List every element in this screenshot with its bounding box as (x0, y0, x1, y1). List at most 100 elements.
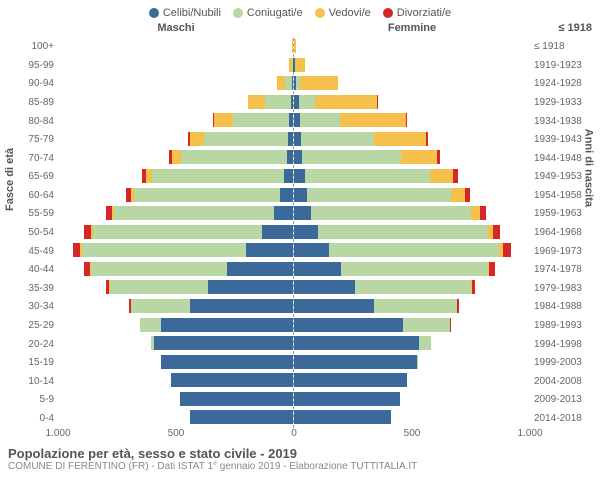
birth-label: 1929-1933 (534, 94, 592, 113)
bar-segment (299, 95, 316, 109)
bar-row (58, 279, 530, 298)
age-label: 75-79 (8, 131, 54, 150)
legend-label: Celibi/Nubili (163, 7, 221, 19)
bar-segment (465, 188, 470, 202)
age-label: 35-39 (8, 280, 54, 299)
legend-item: Celibi/Nubili (149, 7, 221, 19)
legend-label: Coniugati/e (247, 7, 303, 19)
birth-label: 1964-1968 (534, 224, 592, 243)
bar-segment (171, 373, 293, 387)
bar-segment (277, 76, 285, 90)
male-half (58, 75, 294, 94)
bar-segment (419, 336, 431, 350)
bar-segment (161, 355, 293, 369)
male-half (58, 279, 294, 298)
population-pyramid-chart: Celibi/Nubili Coniugati/e Vedovi/e Divorzia… (0, 0, 600, 500)
bar-segment (289, 113, 293, 127)
female-half (294, 75, 530, 94)
female-half (294, 279, 530, 298)
birth-year-header: ≤ 1918 (530, 22, 592, 38)
legend-item: Vedovi/e (315, 7, 371, 19)
bar-segment (214, 113, 233, 127)
bar-segment (154, 336, 293, 350)
bar-segment (503, 243, 511, 257)
female-half (294, 38, 530, 57)
bar-segment (294, 373, 407, 387)
bar-segment (134, 188, 280, 202)
bar-row (58, 224, 530, 243)
bar-segment (401, 150, 436, 164)
bar-segment (284, 169, 293, 183)
bar-segment (450, 318, 451, 332)
female-half (294, 57, 530, 76)
male-half (58, 38, 294, 57)
bar-segment (300, 113, 340, 127)
bar-segment (262, 225, 293, 239)
bar-segment (302, 150, 401, 164)
birth-label: 1999-2003 (534, 354, 592, 373)
female-half (294, 409, 530, 428)
bar-segment (265, 95, 291, 109)
bar-row (58, 242, 530, 261)
x-tick-label: 1.000 (517, 428, 542, 439)
male-half (58, 205, 294, 224)
bar-segment (294, 336, 419, 350)
bar-segment (190, 132, 204, 146)
birth-label: 1974-1978 (534, 261, 592, 280)
bar-segment (406, 113, 407, 127)
bar-row (58, 391, 530, 410)
legend-label: Divorziati/e (397, 7, 451, 19)
birth-label: 1984-1988 (534, 298, 592, 317)
bar-segment (294, 206, 311, 220)
bar-row (58, 112, 530, 131)
bar-row (58, 372, 530, 391)
bar-row (58, 409, 530, 428)
female-half (294, 168, 530, 187)
age-label: 10-14 (8, 372, 54, 391)
bar-segment (294, 188, 307, 202)
bar-row (58, 38, 530, 57)
legend-swatch (383, 8, 393, 18)
male-half (58, 409, 294, 428)
bar-segment (437, 150, 440, 164)
bar-segment (180, 392, 293, 406)
legend: Celibi/Nubili Coniugati/e Vedovi/e Divorzia… (8, 4, 592, 22)
age-label: 40-44 (8, 261, 54, 280)
bar-segment (233, 113, 289, 127)
bar-segment (457, 299, 459, 313)
bar-segment (294, 169, 305, 183)
bar-segment (453, 169, 457, 183)
chart-subtitle: COMUNE DI FERENTINO (FR) - Dati ISTAT 1°… (8, 461, 592, 472)
bar-segment (208, 280, 293, 294)
bar-segment (294, 318, 403, 332)
male-half (58, 131, 294, 150)
male-half (58, 298, 294, 317)
bars-area (58, 38, 530, 428)
birth-label: 1959-1963 (534, 205, 592, 224)
birth-label: 1989-1993 (534, 317, 592, 336)
bar-segment (181, 150, 287, 164)
bar-segment (227, 262, 293, 276)
age-label: 100+ (8, 38, 54, 57)
male-header: Maschi (58, 22, 294, 38)
female-half (294, 391, 530, 410)
legend-swatch (233, 8, 243, 18)
female-half (294, 149, 530, 168)
bar-segment (246, 243, 293, 257)
bar-segment (294, 299, 374, 313)
bar-segment (430, 169, 454, 183)
bar-segment (285, 76, 292, 90)
legend-item: Divorziati/e (383, 7, 451, 19)
bar-segment (91, 262, 227, 276)
birth-label: 1994-1998 (534, 335, 592, 354)
birth-label: 1924-1928 (534, 75, 592, 94)
age-label: 0-4 (8, 410, 54, 429)
bar-segment (294, 243, 329, 257)
age-label: 85-89 (8, 94, 54, 113)
male-half (58, 149, 294, 168)
bar-segment (311, 206, 471, 220)
male-half (58, 187, 294, 206)
y-axis-left-title: Fasce di età (4, 148, 16, 211)
bar-segment (140, 318, 161, 332)
bar-segment (294, 280, 355, 294)
